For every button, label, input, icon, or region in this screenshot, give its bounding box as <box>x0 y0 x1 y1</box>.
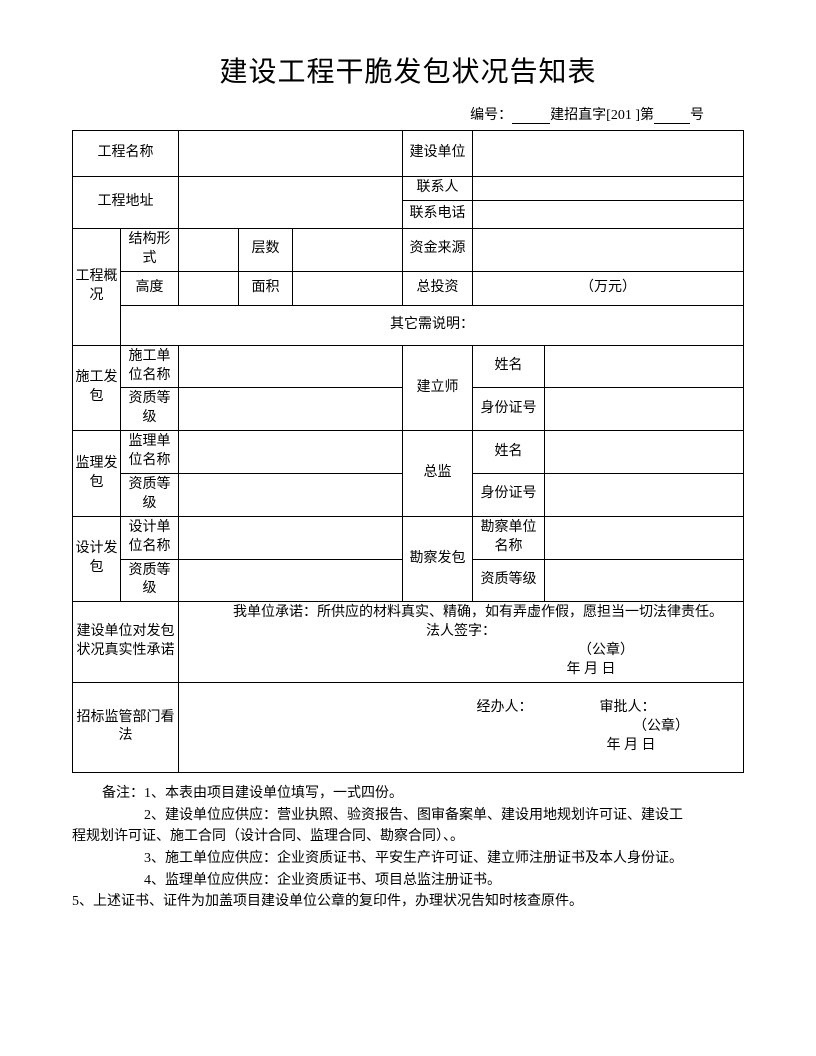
label-total-invest: 总投资 <box>403 271 473 305</box>
value-structure-form <box>179 228 239 271</box>
value-fund-source <box>473 228 744 271</box>
value-construction-qual <box>179 388 403 431</box>
label-builder: 建立师 <box>403 345 473 431</box>
serial-suffix: 号 <box>690 108 704 123</box>
label-structure-form: 结构形式 <box>121 228 179 271</box>
label-survey-unit-name: 勘察单位名称 <box>473 516 545 559</box>
label-supervision-contract: 监理发包 <box>73 431 121 517</box>
date-ymd-1: 年 月 日 <box>181 661 741 680</box>
label-project-name: 工程名称 <box>73 131 179 177</box>
serial-blank-1 <box>512 108 550 124</box>
value-supervisor-id <box>545 474 744 517</box>
value-supervision-qual <box>179 474 403 517</box>
label-project-addr: 工程地址 <box>73 177 179 229</box>
seal-label-2: （公章） <box>181 718 741 737</box>
value-project-addr <box>179 177 403 229</box>
label-supervisor-name: 姓名 <box>473 431 545 474</box>
label-builder-name: 姓名 <box>473 345 545 388</box>
label-builder-id: 身份证号 <box>473 388 545 431</box>
note-1: 1、本表由项目建设单位填写，一式四份。 <box>144 786 403 801</box>
serial-mid: 建招直字[201 ]第 <box>550 108 654 123</box>
owner-promise-content: 我单位承诺：所供应的材料真实、精确，如有弄虚作假，愿担当一切法律责任。 法人签字… <box>179 602 744 683</box>
approver-label: 审批人： <box>600 700 656 715</box>
note-2a: 2、建设单位应供应：营业执照、验资报告、图审备案单、建设用地规划许可证、建设工 <box>144 808 683 823</box>
label-area: 面积 <box>239 271 293 305</box>
main-form-table: 工程名称 建设单位 工程地址 联系人 联系电话 工程概况 结构形式 层数 资金来… <box>72 130 744 773</box>
value-area <box>293 271 403 305</box>
label-supervision-qual: 资质等级 <box>121 474 179 517</box>
value-builder-name <box>545 345 744 388</box>
label-fund-source: 资金来源 <box>403 228 473 271</box>
value-supervisor-name <box>545 431 744 474</box>
value-builder-id <box>545 388 744 431</box>
page-title: 建设工程干脆发包状况告知表 <box>72 50 744 90</box>
label-regulator-opinion: 招标监管部门看法 <box>73 682 179 772</box>
regulator-opinion-content: 经办人： 审批人： （公章） 年 月 日 <box>179 682 744 772</box>
label-survey-contract: 勘察发包 <box>403 516 473 602</box>
label-height: 高度 <box>121 271 179 305</box>
notes-section: 备注：1、本表由项目建设单位填写，一式四份。 2、建设单位应供应：营业执照、验资… <box>72 783 744 913</box>
notes-prefix: 备注： <box>102 786 144 801</box>
label-other-desc: 其它需说明： <box>121 305 744 345</box>
label-supervisor-id: 身份证号 <box>473 474 545 517</box>
note-3: 3、施工单位应供应：企业资质证书、平安生产许可证、建立师注册证书及本人身份证。 <box>144 851 683 866</box>
label-construction-contract: 施工发包 <box>73 345 121 431</box>
value-supervision-unit-name <box>179 431 403 474</box>
serial-number-line: 编号： 建招直字[201 ]第 号 <box>72 104 744 124</box>
handler-label: 经办人： <box>477 700 533 715</box>
label-supervision-unit-name: 监理单位名称 <box>121 431 179 474</box>
label-floors: 层数 <box>239 228 293 271</box>
label-construction-qual: 资质等级 <box>121 388 179 431</box>
value-floors <box>293 228 403 271</box>
seal-label-1: （公章） <box>181 642 741 661</box>
note-5: 5、上述证书、证件为加盖项目建设单位公章的复印件，办理状况告知时核查原件。 <box>72 894 583 909</box>
value-contact-phone <box>473 200 744 228</box>
label-contact-person: 联系人 <box>403 177 473 201</box>
label-owner-promise: 建设单位对发包状况真实性承诺 <box>73 602 179 683</box>
value-height <box>179 271 239 305</box>
value-construction-unit-name <box>179 345 403 388</box>
value-survey-unit-name <box>545 516 744 559</box>
note-2b: 程规划许可证、施工合同（设计合同、监理合同、勘察合同）、。 <box>72 829 464 844</box>
value-contact-person <box>473 177 744 201</box>
label-design-contract: 设计发包 <box>73 516 121 602</box>
legal-sign-label: 法人签字： <box>181 623 741 642</box>
value-design-unit-name <box>179 516 403 559</box>
value-design-qual <box>179 559 403 602</box>
label-survey-qual: 资质等级 <box>473 559 545 602</box>
note-4: 4、监理单位应供应：企业资质证书、项目总监注册证书。 <box>144 873 501 888</box>
label-contact-phone: 联系电话 <box>403 200 473 228</box>
value-build-unit <box>473 131 744 177</box>
label-design-unit-name: 设计单位名称 <box>121 516 179 559</box>
value-survey-qual <box>545 559 744 602</box>
promise-text: 我单位承诺：所供应的材料真实、精确，如有弄虚作假，愿担当一切法律责任。 <box>181 604 741 623</box>
label-design-qual: 资质等级 <box>121 559 179 602</box>
label-construction-unit-name: 施工单位名称 <box>121 345 179 388</box>
label-chief-supervisor: 总监 <box>403 431 473 517</box>
serial-prefix: 编号： <box>470 108 512 123</box>
value-project-name <box>179 131 403 177</box>
serial-blank-2 <box>654 108 690 124</box>
label-project-overview: 工程概况 <box>73 228 121 345</box>
label-build-unit: 建设单位 <box>403 131 473 177</box>
date-ymd-2: 年 月 日 <box>181 737 741 756</box>
value-total-invest: （万元） <box>473 271 744 305</box>
